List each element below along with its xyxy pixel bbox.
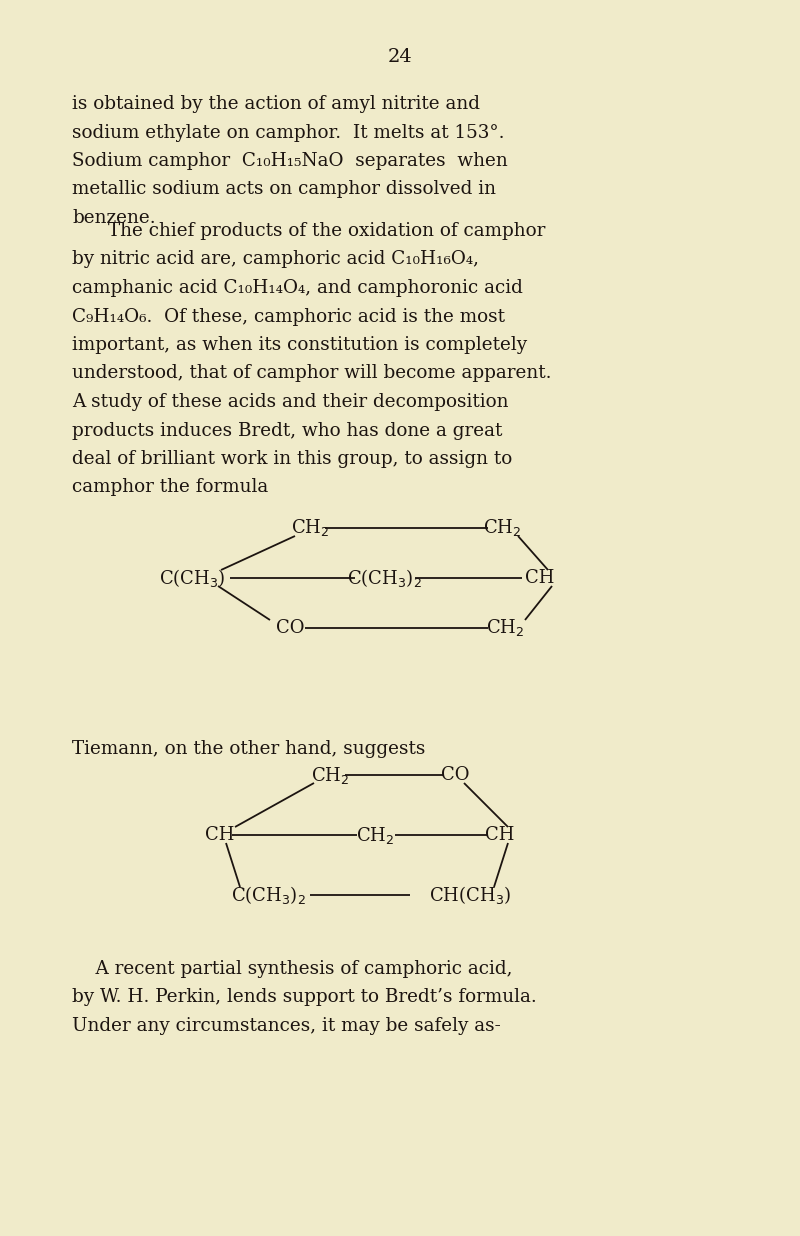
Text: by W. H. Perkin, lends support to Bredt’s formula.: by W. H. Perkin, lends support to Bredt’…	[72, 989, 537, 1006]
Text: benzene.: benzene.	[72, 209, 156, 227]
Text: CO: CO	[441, 766, 470, 784]
Text: C(CH$_3$): C(CH$_3$)	[158, 567, 226, 590]
Text: A recent partial synthesis of camphoric acid,: A recent partial synthesis of camphoric …	[72, 960, 513, 978]
Text: 24: 24	[388, 48, 412, 66]
Text: CH: CH	[486, 826, 514, 844]
Text: metallic sodium acts on camphor dissolved in: metallic sodium acts on camphor dissolve…	[72, 180, 496, 199]
Text: A study of these acids and their decomposition: A study of these acids and their decompo…	[72, 393, 509, 412]
Text: Under any circumstances, it may be safely as-: Under any circumstances, it may be safel…	[72, 1017, 501, 1035]
Text: camphanic acid C₁₀H₁₄O₄, and camphoronic acid: camphanic acid C₁₀H₁₄O₄, and camphoronic…	[72, 279, 523, 297]
Text: camphor the formula: camphor the formula	[72, 478, 268, 497]
Text: CH: CH	[526, 569, 554, 587]
Text: deal of brilliant work in this group, to assign to: deal of brilliant work in this group, to…	[72, 450, 512, 468]
Text: Sodium camphor  C₁₀H₁₅NaO  separates  when: Sodium camphor C₁₀H₁₅NaO separates when	[72, 152, 508, 171]
Text: C₉H₁₄O₆.  Of these, camphoric acid is the most: C₉H₁₄O₆. Of these, camphoric acid is the…	[72, 308, 505, 325]
Text: important, as when its constitution is completely: important, as when its constitution is c…	[72, 336, 527, 353]
Text: CH(CH$_3$): CH(CH$_3$)	[429, 884, 511, 906]
Text: CH$_2$: CH$_2$	[483, 518, 521, 539]
Text: understood, that of camphor will become apparent.: understood, that of camphor will become …	[72, 365, 551, 382]
Text: CH$_2$: CH$_2$	[291, 518, 329, 539]
Text: CH$_2$: CH$_2$	[311, 765, 349, 786]
Text: by nitric acid are, camphoric acid C₁₀H₁₆O₄,: by nitric acid are, camphoric acid C₁₀H₁…	[72, 251, 479, 268]
Text: products induces Bredt, who has done a great: products induces Bredt, who has done a g…	[72, 421, 502, 440]
Text: The chief products of the oxidation of camphor: The chief products of the oxidation of c…	[108, 222, 546, 240]
Text: CH$_2$: CH$_2$	[486, 618, 524, 639]
Text: CO: CO	[276, 619, 304, 637]
Text: CH$_2$: CH$_2$	[356, 824, 394, 845]
Text: C(CH$_3$)$_2$: C(CH$_3$)$_2$	[230, 884, 306, 906]
Text: sodium ethylate on camphor.  It melts at 153°.: sodium ethylate on camphor. It melts at …	[72, 124, 505, 141]
Text: CH: CH	[206, 826, 234, 844]
Text: C(CH$_3$)$_2$: C(CH$_3$)$_2$	[346, 567, 422, 590]
Text: Tiemann, on the other hand, suggests: Tiemann, on the other hand, suggests	[72, 740, 426, 758]
Text: is obtained by the action of amyl nitrite and: is obtained by the action of amyl nitrit…	[72, 95, 480, 112]
